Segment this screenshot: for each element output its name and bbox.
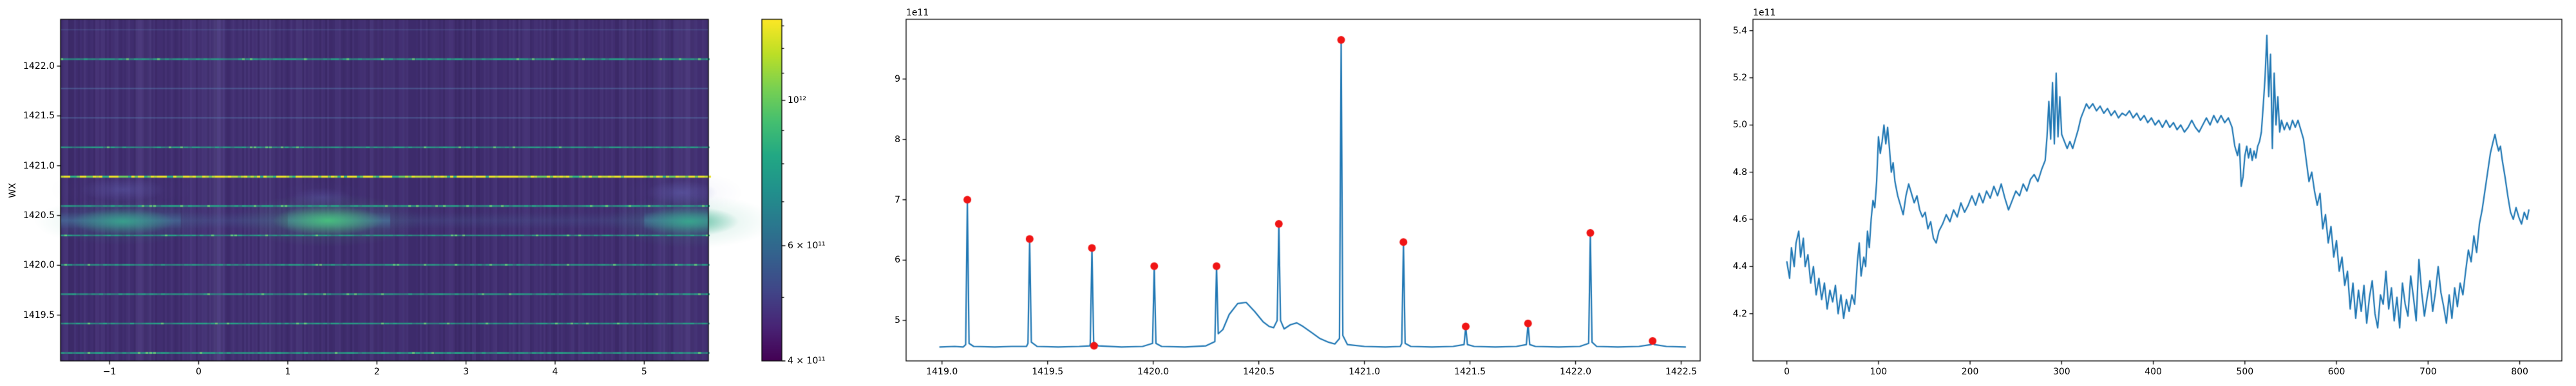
timeseries-x-tick-label: 100 [1870, 367, 1888, 377]
timeseries-x-tick-label: 700 [2419, 367, 2437, 377]
spectrum-x-tick-label: 1422.5 [1665, 367, 1697, 377]
timeseries-y-tick-label: 5.2 [1732, 72, 1747, 83]
spectrum-x-tick-label: 1422.0 [1560, 367, 1592, 377]
timeseries-x-tick-label: 500 [2236, 367, 2254, 377]
heatmap-x-tick-label: 3 [463, 367, 469, 377]
timeseries-y-tick-label: 5.0 [1732, 120, 1747, 131]
heatmap-x-tick-label: 5 [641, 367, 647, 377]
timeseries-y-tick-label: 4.6 [1732, 214, 1747, 225]
timeseries-x-tick-label: 200 [1961, 367, 1979, 377]
timeseries-x-tick-label: 800 [2511, 367, 2528, 377]
spectrum-x-tick-label: 1420.0 [1137, 367, 1170, 377]
colorbar-tick-label: 6 × 10¹¹ [788, 240, 826, 251]
timeseries-y-tick-label: 4.2 [1732, 308, 1747, 319]
spectrum-y-tick-label: 8 [895, 134, 900, 145]
heatmap-x-tick-label: 1 [285, 367, 291, 377]
heatmap-x-tick-label: −1 [102, 367, 117, 377]
spectrum-x-tick-label: 1420.5 [1243, 367, 1275, 377]
heatmap-x-tick-label: 0 [196, 367, 202, 377]
timeseries-x-tick-label: 0 [1784, 367, 1790, 377]
spectrum-x-tick-label: 1419.5 [1032, 367, 1064, 377]
spectrum-y-tick-label: 7 [895, 194, 900, 205]
spectrum-x-tick-label: 1419.0 [926, 367, 958, 377]
spectrum-y-tick-label: 9 [895, 73, 900, 84]
spectrum-offset-label: 1e11 [906, 8, 929, 18]
timeseries-x-tick-label: 400 [2145, 367, 2162, 377]
heatmap-y-tick-label: 1420.0 [23, 260, 55, 271]
timeseries-y-tick-label: 5.4 [1732, 25, 1747, 36]
heatmap-y-tick-label: 1421.0 [23, 160, 55, 171]
spectrum-y-tick-label: 6 [895, 255, 900, 266]
timeseries-y-tick-label: 4.4 [1732, 261, 1747, 272]
heatmap-y-tick-label: 1422.0 [23, 60, 55, 71]
spectrum-y-tick-label: 5 [895, 315, 900, 326]
timeseries-y-tick-label: 4.8 [1732, 167, 1747, 178]
spectrum-x-tick-label: 1421.5 [1454, 367, 1486, 377]
heatmap-x-tick-label: 4 [552, 367, 558, 377]
colorbar-tick-label: 10¹² [788, 95, 807, 106]
heatmap-ylabel: WX [8, 183, 18, 198]
heatmap-y-tick-label: 1419.5 [23, 309, 55, 320]
timeseries-x-tick-label: 300 [2052, 367, 2070, 377]
timeseries-offset-label: 1e11 [1753, 8, 1776, 18]
heatmap-x-tick-label: 2 [374, 367, 380, 377]
heatmap-y-tick-label: 1421.5 [23, 111, 55, 122]
spectrum-x-tick-label: 1421.0 [1349, 367, 1381, 377]
timeseries-x-tick-label: 600 [2327, 367, 2345, 377]
colorbar-tick-label: 4 × 10¹¹ [788, 356, 826, 366]
heatmap-y-tick-label: 1420.5 [23, 210, 55, 221]
